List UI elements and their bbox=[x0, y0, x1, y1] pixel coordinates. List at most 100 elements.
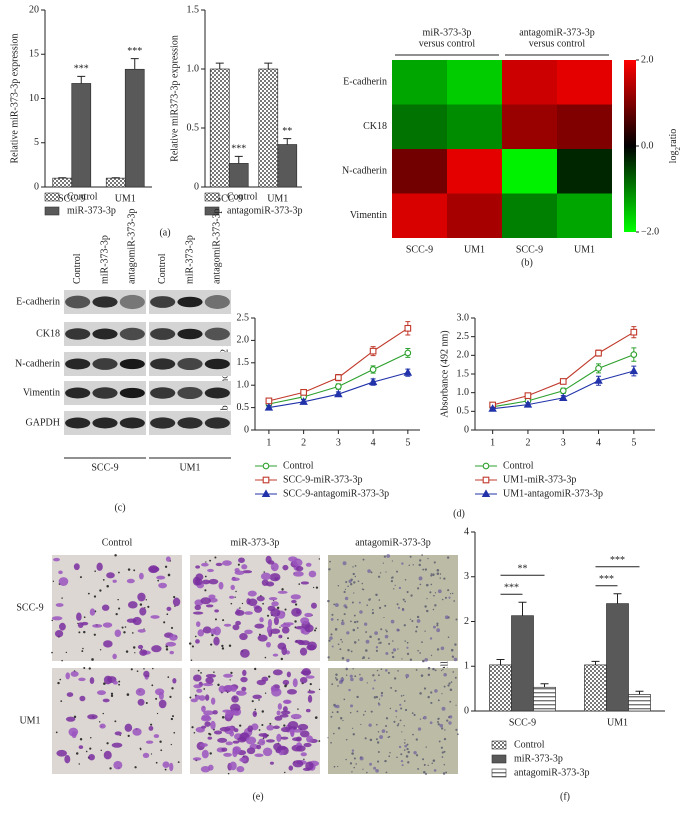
cell bbox=[272, 669, 283, 676]
pore bbox=[403, 700, 406, 702]
pore bbox=[200, 672, 202, 674]
error-bar bbox=[77, 75, 86, 84]
x-tick-label: 4 bbox=[371, 437, 376, 448]
micrograph bbox=[327, 554, 458, 663]
cell bbox=[51, 616, 63, 621]
y-tick-label: 0 bbox=[464, 705, 469, 716]
cell bbox=[71, 730, 77, 739]
pore bbox=[443, 577, 446, 580]
significance: *** bbox=[231, 144, 246, 155]
cell bbox=[290, 594, 301, 600]
cell bbox=[349, 674, 353, 678]
cell bbox=[101, 604, 110, 611]
y-tick-label: 0 bbox=[194, 181, 199, 192]
cell bbox=[280, 710, 291, 715]
pore bbox=[258, 729, 261, 731]
pore bbox=[352, 566, 354, 568]
pore bbox=[412, 733, 414, 736]
pore bbox=[432, 667, 435, 671]
pore bbox=[349, 711, 352, 714]
pore bbox=[393, 720, 396, 723]
cell bbox=[252, 694, 262, 700]
pore bbox=[352, 668, 354, 670]
pore bbox=[390, 686, 393, 689]
legend-swatch bbox=[44, 206, 60, 216]
pore bbox=[436, 625, 438, 627]
pore bbox=[353, 592, 355, 594]
pore bbox=[362, 714, 365, 716]
cell bbox=[273, 725, 280, 730]
cell bbox=[303, 742, 312, 748]
pore bbox=[318, 688, 321, 691]
cell bbox=[368, 723, 372, 727]
cell bbox=[207, 764, 214, 771]
cell bbox=[392, 648, 397, 652]
pore bbox=[336, 710, 339, 714]
pore bbox=[367, 657, 370, 660]
pore bbox=[114, 554, 117, 557]
micrograph bbox=[51, 554, 182, 662]
cell bbox=[236, 690, 247, 696]
y-tick-label: 1.5 bbox=[187, 4, 200, 15]
error-bar bbox=[635, 690, 644, 695]
cell bbox=[247, 725, 253, 733]
pore bbox=[364, 737, 367, 740]
cell bbox=[66, 692, 74, 698]
pore bbox=[396, 724, 399, 727]
cell bbox=[224, 684, 235, 691]
pore bbox=[416, 615, 420, 619]
pore bbox=[370, 571, 373, 574]
pore bbox=[269, 722, 272, 725]
pore bbox=[378, 606, 382, 609]
blot-band bbox=[204, 387, 230, 399]
bar bbox=[277, 144, 298, 188]
error-bar bbox=[234, 155, 243, 164]
cell bbox=[276, 745, 287, 751]
pore bbox=[353, 757, 356, 760]
pore bbox=[446, 556, 450, 559]
pore bbox=[385, 717, 389, 720]
blot-band bbox=[119, 417, 145, 429]
cell bbox=[299, 676, 308, 684]
bar bbox=[628, 694, 651, 712]
cell bbox=[265, 739, 275, 743]
cell bbox=[270, 608, 281, 617]
cell bbox=[103, 640, 113, 648]
cell bbox=[239, 757, 247, 763]
cell bbox=[282, 699, 292, 704]
blot-band bbox=[150, 296, 176, 308]
lane-label: Control bbox=[157, 253, 168, 284]
pore bbox=[294, 603, 298, 606]
pore bbox=[61, 659, 63, 662]
pore bbox=[351, 601, 354, 604]
pore bbox=[379, 698, 381, 700]
pore bbox=[375, 695, 379, 699]
pore bbox=[133, 569, 136, 572]
pore bbox=[132, 646, 136, 649]
pore bbox=[356, 710, 359, 713]
pore bbox=[91, 658, 94, 661]
cell bbox=[384, 669, 388, 672]
micrograph-bg bbox=[328, 555, 458, 661]
pore bbox=[98, 721, 101, 723]
pore bbox=[221, 715, 225, 719]
cell bbox=[65, 672, 71, 680]
pore bbox=[164, 565, 168, 568]
cell bbox=[205, 673, 217, 678]
pore bbox=[334, 628, 338, 631]
pore bbox=[426, 597, 428, 600]
pore bbox=[434, 592, 437, 594]
cell bbox=[228, 595, 235, 599]
pore bbox=[356, 627, 359, 629]
cell bbox=[213, 626, 221, 636]
cell bbox=[290, 729, 295, 737]
pore bbox=[350, 620, 352, 623]
cell bbox=[413, 751, 417, 755]
cell bbox=[126, 618, 137, 623]
bar bbox=[489, 664, 512, 712]
pore bbox=[102, 712, 104, 715]
pore bbox=[81, 650, 84, 653]
cell bbox=[268, 596, 278, 601]
blot-band bbox=[177, 386, 203, 400]
pore bbox=[329, 560, 331, 563]
